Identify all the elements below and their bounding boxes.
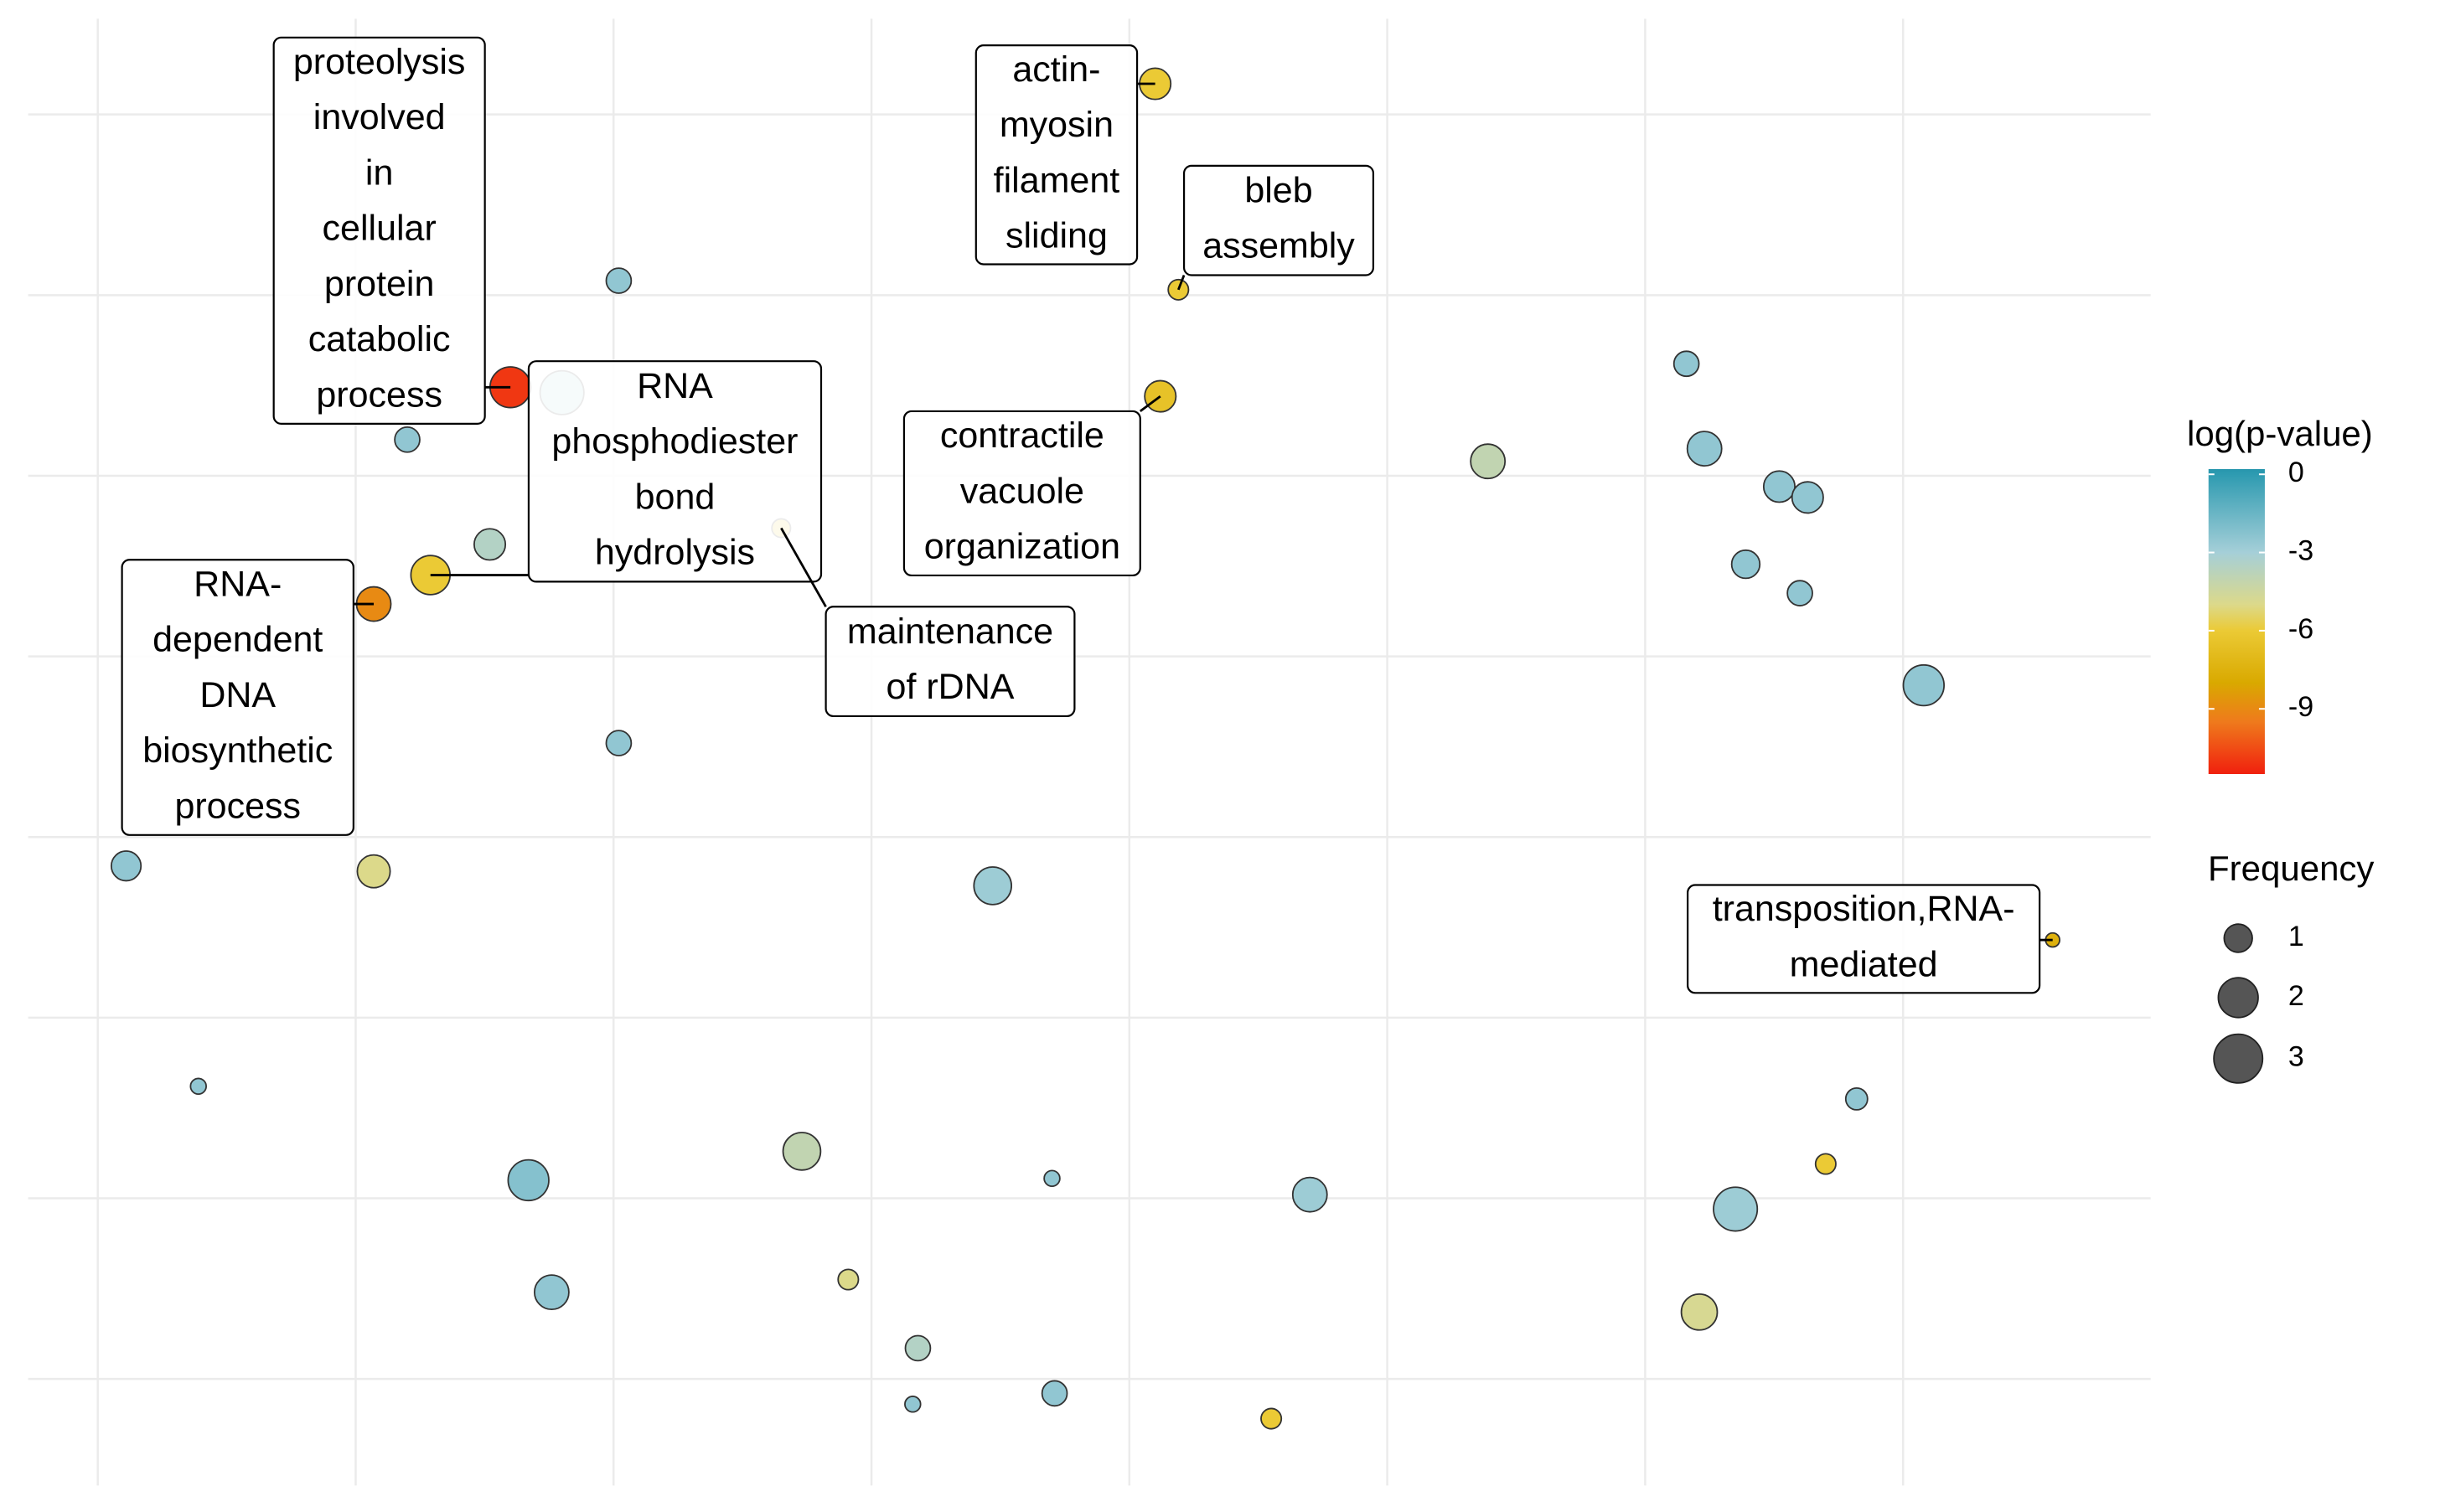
bubble [1730,549,1761,580]
point-label: bond [635,477,716,517]
colorbar-tick-label: 0 [2288,457,2304,488]
bubble [1041,1380,1068,1407]
bubble [973,866,1013,906]
size-legend-label: 1 [2288,921,2304,952]
bubble [189,1077,207,1096]
point-label: sliding [1005,216,1108,256]
size-legend-key [2223,923,2253,953]
point-label: process [174,786,301,826]
point-label: organization [924,527,1120,567]
bubble [1902,663,1946,707]
point-label: myosin [1000,105,1114,145]
label-box [1687,884,2041,994]
color-legend-title: log(p-value) [2187,414,2373,453]
legend: log(p-value) Frequency 0 -3 -6 -9 1 2 3 [2187,414,2374,1084]
point-label: phosphodiester [551,421,798,462]
size-legend-key [2213,1033,2264,1084]
bubble [837,1268,860,1291]
point-label: assembly [1202,226,1355,266]
bubble [1291,1176,1328,1213]
bubble [394,426,421,453]
size-legend-title: Frequency [2208,849,2374,888]
bubble [1713,1186,1759,1232]
point-label: cellular [323,209,437,249]
point-label: actin- [1012,49,1100,90]
label-box [272,36,486,425]
bubble [1786,580,1813,606]
point-label: RNA [637,366,713,406]
label-box [527,360,823,583]
point-label: filament [994,160,1120,200]
bubble [473,528,507,561]
bubble [1791,481,1824,514]
bubble [356,854,391,889]
colorbar-tick-label: -6 [2288,613,2313,645]
label-box [1182,164,1375,276]
point-label: of rDNA [887,667,1015,707]
point-label: catabolic [308,319,451,359]
bubble [1680,1293,1719,1331]
bubble [904,1334,932,1362]
bubble [605,267,633,294]
point-label: hydrolysis [595,533,755,573]
label-box [974,44,1139,266]
point-label: biosynthetic [142,730,333,771]
label-connector [780,527,827,607]
label-connector [1177,275,1186,291]
point-label: bleb [1244,170,1312,210]
bubble [1814,1153,1837,1175]
bubble [1686,431,1723,467]
bubble [1144,379,1177,413]
bubble [1470,443,1507,480]
point-label: vacuole [960,471,1084,511]
bubble [782,1132,822,1171]
label-box [825,606,1076,718]
label-box [121,559,354,836]
size-legend-label: 2 [2288,980,2304,1012]
bubble [1762,470,1796,503]
bubble [1844,1086,1869,1111]
colorbar-tick-label: -9 [2288,691,2313,723]
colorbar [2208,469,2265,774]
point-label: proteolysis [293,42,466,82]
colorbar-tick-label: -3 [2288,535,2313,567]
bubble [1672,350,1700,378]
point-label: in [365,152,393,193]
label-connector [1139,395,1161,413]
point-label: protein [324,264,434,304]
bubble [110,850,142,882]
point-label: mediated [1790,944,1938,984]
point-label: dependent [152,620,323,660]
point-label: contractile [940,415,1104,456]
label-box [902,410,1141,577]
point-label: maintenance [847,612,1053,652]
bubble [1260,1407,1283,1430]
bubble [904,1396,922,1413]
size-legend-label: 3 [2288,1041,2304,1073]
point-label: process [316,374,442,415]
bubble [1043,1169,1061,1188]
point-label: RNA- [194,564,282,604]
point-label: transposition,RNA- [1713,889,2015,929]
bubble [507,1159,550,1202]
bubble [605,730,633,756]
size-legend-key [2217,977,2259,1019]
bubble [533,1274,570,1311]
point-label: DNA [199,675,276,715]
point-labels: actin-myosin filament sliding bleb assembly p… [121,36,2053,994]
point-label: involved [313,97,446,137]
